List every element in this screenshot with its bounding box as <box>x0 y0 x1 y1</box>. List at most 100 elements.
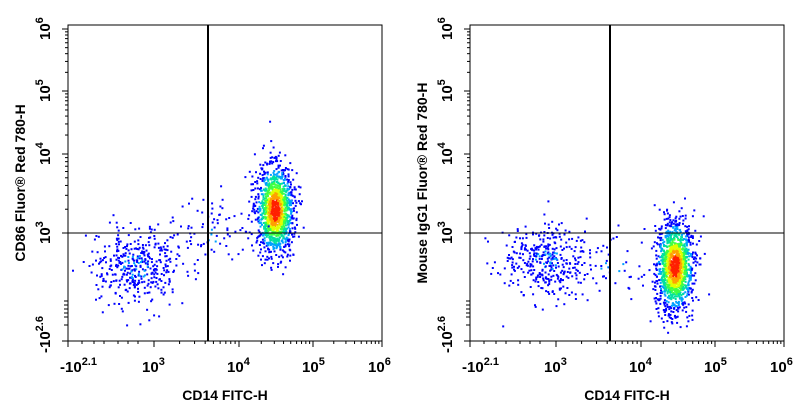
event-dot <box>292 209 295 212</box>
event-dot <box>268 248 271 251</box>
event-dot <box>692 261 695 264</box>
event-dot <box>677 289 680 292</box>
event-dot <box>134 276 137 278</box>
event-dot <box>575 277 578 280</box>
event-dot <box>137 273 140 275</box>
event-dot <box>666 238 669 240</box>
event-dot <box>664 244 667 247</box>
event-dot <box>141 268 144 271</box>
event-dot <box>537 246 540 248</box>
event-dot <box>544 265 547 268</box>
event-dot <box>545 245 548 248</box>
event-dot <box>271 233 274 236</box>
event-dot <box>252 203 255 206</box>
event-dot <box>280 203 282 206</box>
event-dot <box>666 255 669 258</box>
event-dot <box>668 316 671 319</box>
event-dot <box>262 177 265 180</box>
event-dot <box>574 272 577 275</box>
event-dot <box>508 284 511 287</box>
event-dot <box>135 265 138 268</box>
event-dot <box>250 189 253 192</box>
event-dot <box>275 227 278 230</box>
event-dot <box>688 255 691 258</box>
event-dot <box>666 272 669 275</box>
event-dot <box>541 269 544 272</box>
event-dot <box>266 208 269 211</box>
event-dot <box>258 188 261 191</box>
event-dot <box>684 291 687 294</box>
event-dot <box>281 234 284 237</box>
event-dot <box>288 202 291 205</box>
event-dot <box>129 276 131 279</box>
event-dot <box>592 277 595 280</box>
event-dot <box>678 256 681 259</box>
event-dot <box>276 175 279 178</box>
event-dot <box>262 144 265 147</box>
event-dot <box>289 222 292 225</box>
event-dot <box>104 280 107 283</box>
event-dot <box>670 317 672 320</box>
event-dot <box>583 278 586 281</box>
event-dot <box>520 291 523 294</box>
event-dot <box>171 216 174 219</box>
event-dot <box>225 218 228 221</box>
event-dot <box>106 273 109 276</box>
event-dot <box>630 298 633 301</box>
event-dot <box>264 221 267 224</box>
event-dot <box>684 214 687 217</box>
event-dot <box>257 235 260 238</box>
event-dot <box>126 243 129 246</box>
event-dot <box>670 269 673 272</box>
event-dot <box>88 265 91 267</box>
event-dot <box>673 270 675 273</box>
event-dot <box>260 167 263 170</box>
event-dot <box>687 228 690 231</box>
event-dot <box>668 295 670 297</box>
event-dot <box>602 244 605 247</box>
event-dot <box>676 243 679 246</box>
event-dot <box>169 257 172 260</box>
event-dot <box>283 199 286 202</box>
event-dot <box>117 240 120 243</box>
event-dot <box>268 251 271 253</box>
event-dot <box>131 269 134 272</box>
event-dot <box>272 204 275 207</box>
event-dot <box>674 316 677 319</box>
event-dot <box>263 239 266 242</box>
event-dot <box>583 241 586 244</box>
event-dot <box>265 182 268 184</box>
event-dot <box>272 146 275 149</box>
event-dot <box>575 268 578 271</box>
event-dot <box>118 279 121 282</box>
event-dot <box>271 209 274 212</box>
event-dot <box>663 253 666 256</box>
event-dot <box>694 272 697 275</box>
event-dot <box>164 255 167 258</box>
event-dot <box>237 253 240 256</box>
event-dot <box>677 302 680 305</box>
event-dot <box>285 228 287 231</box>
event-dot <box>669 247 672 250</box>
event-dot <box>660 236 663 239</box>
event-dot <box>270 255 273 258</box>
event-dot <box>574 257 576 260</box>
y-tick-label: 103 <box>34 221 54 244</box>
event-dot <box>143 269 146 272</box>
event-dot <box>263 204 266 206</box>
event-dot <box>669 239 672 242</box>
event-dot <box>532 258 534 261</box>
event-dot <box>553 248 556 251</box>
event-dot <box>265 199 268 202</box>
event-dot <box>272 229 275 232</box>
event-dot <box>265 201 268 204</box>
event-dot <box>678 243 681 246</box>
event-dot <box>275 195 278 198</box>
event-dot <box>519 252 522 255</box>
event-dot <box>675 262 678 265</box>
event-dot <box>546 257 549 260</box>
event-dot <box>276 191 279 194</box>
event-dot <box>666 303 669 306</box>
event-dot <box>674 232 677 235</box>
event-dot <box>162 245 165 248</box>
